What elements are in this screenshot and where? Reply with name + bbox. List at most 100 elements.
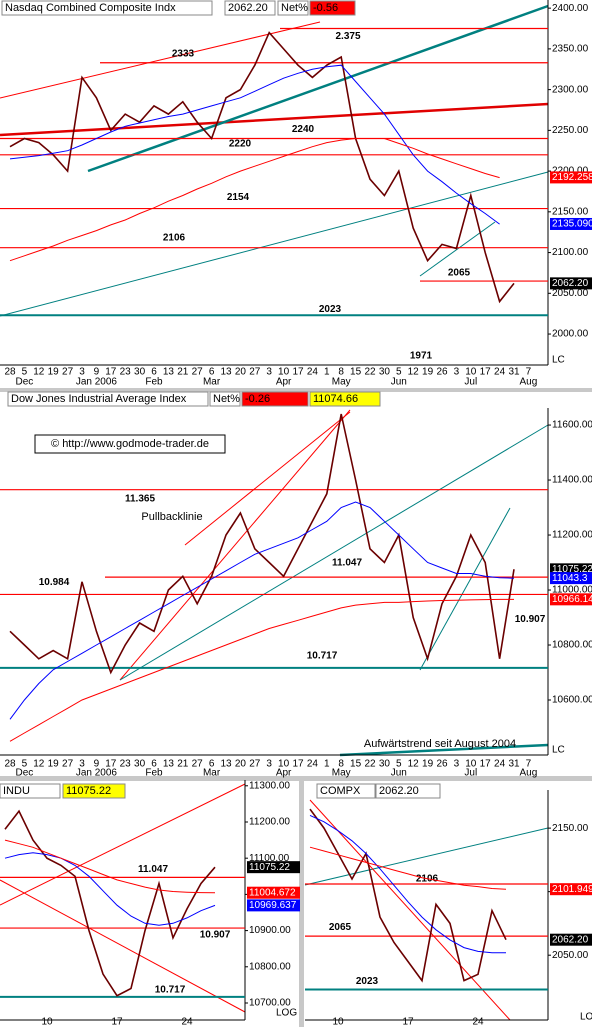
x-tick-label: 30 xyxy=(379,759,391,770)
x-tick-label: 19 xyxy=(422,759,434,770)
x-tick-label: 6 xyxy=(151,759,157,770)
month-label: Feb xyxy=(145,768,163,779)
header-net: -0.56 xyxy=(313,2,338,14)
price-box xyxy=(550,883,592,896)
header-box xyxy=(309,391,381,407)
price-line xyxy=(4,809,216,997)
x-tick-label: 9 xyxy=(94,367,100,378)
price-box xyxy=(550,572,592,585)
x-tick-label: 27 xyxy=(62,367,74,378)
header-last: 2062.20 xyxy=(228,2,268,14)
level-label: 2106 xyxy=(163,232,186,243)
y-tick-label: 10600.00 xyxy=(552,695,592,706)
price-line xyxy=(309,808,507,983)
trend-line xyxy=(184,411,351,546)
price-box-label: 10969.637 xyxy=(249,900,297,911)
separator xyxy=(0,776,592,781)
level-label: 10.907 xyxy=(200,930,231,941)
trend-line xyxy=(309,799,511,1021)
x-tick-label: 26 xyxy=(436,759,448,770)
y-tick-label: 2400.00 xyxy=(552,3,589,14)
month-label: Dec xyxy=(16,377,34,388)
x-tick-label: 24 xyxy=(181,1017,193,1027)
trend-line xyxy=(119,409,351,681)
level-label: 2065 xyxy=(448,268,471,279)
y-tick-label: 2150.00 xyxy=(552,823,589,834)
x-tick-label: 24 xyxy=(494,367,506,378)
month-label: Jan 2006 xyxy=(76,768,118,779)
x-tick-label: 19 xyxy=(48,367,60,378)
moving-average xyxy=(4,839,216,894)
x-tick-label: 5 xyxy=(22,367,28,378)
x-tick-label: 15 xyxy=(350,759,362,770)
header-box xyxy=(375,783,441,799)
price-box-label: 2062.20 xyxy=(552,278,589,289)
x-tick-label: 17 xyxy=(111,1017,123,1027)
month-label: Aug xyxy=(520,377,538,388)
x-tick-label: 10 xyxy=(465,367,477,378)
level-label: 2.375 xyxy=(335,31,360,42)
x-tick-label: 8 xyxy=(338,759,344,770)
month-label: Jul xyxy=(464,377,477,388)
x-tick-label: 28 xyxy=(4,367,16,378)
x-tick-label: 28 xyxy=(4,759,16,770)
x-tick-label: 24 xyxy=(472,1017,484,1027)
level-label: 2240 xyxy=(292,124,315,135)
x-tick-label: 3 xyxy=(454,367,460,378)
x-tick-label: 22 xyxy=(364,367,376,378)
x-tick-label: 27 xyxy=(192,759,204,770)
price-box xyxy=(550,171,592,184)
header-box xyxy=(316,783,376,799)
header-box xyxy=(224,0,276,16)
x-tick-label: 17 xyxy=(480,367,492,378)
month-label: Jul xyxy=(464,768,477,779)
level-label: 2023 xyxy=(319,304,342,315)
x-tick-label: 8 xyxy=(338,367,344,378)
header-box xyxy=(309,0,356,16)
month-label: May xyxy=(332,377,351,388)
y-tick-label: 2300.00 xyxy=(552,84,589,95)
x-tick-label: 12 xyxy=(33,759,45,770)
scale-label: LC xyxy=(552,745,565,756)
header-net: -0.26 xyxy=(245,393,270,405)
price-line xyxy=(9,413,515,675)
y-tick-label: 2200.00 xyxy=(552,166,589,177)
header-box xyxy=(277,0,309,16)
x-tick-label: 31 xyxy=(508,759,520,770)
price-box-label: 2062.20 xyxy=(552,934,589,945)
x-tick-label: 21 xyxy=(177,759,189,770)
x-tick-label: 22 xyxy=(364,759,376,770)
x-tick-label: 30 xyxy=(134,367,146,378)
header-box xyxy=(62,783,126,799)
header-box xyxy=(209,391,241,407)
trend-line xyxy=(0,171,549,317)
level-label: 2023 xyxy=(356,976,379,987)
month-label: Jan 2006 xyxy=(76,377,118,388)
y-tick-label: 11000.00 xyxy=(552,585,592,596)
header-box xyxy=(0,783,61,799)
level-label: 11.047 xyxy=(332,558,362,569)
x-tick-label: 7 xyxy=(526,367,532,378)
month-label: Apr xyxy=(276,377,292,388)
price-line xyxy=(9,31,515,304)
header-last: 11074.66 xyxy=(313,393,358,405)
x-tick-label: 6 xyxy=(151,367,157,378)
trend-line xyxy=(0,783,246,906)
price-box-label: 2101.949 xyxy=(552,884,592,895)
y-tick-label: 11400.00 xyxy=(552,475,592,486)
level-label: 11.047 xyxy=(138,864,168,875)
price-box-label: 11043.3 xyxy=(552,573,588,584)
x-tick-label: 24 xyxy=(307,759,319,770)
x-tick-label: 27 xyxy=(192,367,204,378)
trend-line xyxy=(419,507,511,671)
header-net-label: Net% xyxy=(213,393,240,405)
price-box-label: 11075.22 xyxy=(249,862,290,873)
header-box xyxy=(7,391,209,407)
y-tick-label: 2250.00 xyxy=(552,125,589,136)
x-tick-label: 5 xyxy=(22,759,28,770)
x-tick-label: 17 xyxy=(292,759,304,770)
x-tick-label: 17 xyxy=(105,367,117,378)
x-tick-label: 10 xyxy=(332,1017,344,1027)
x-tick-label: 24 xyxy=(494,759,506,770)
